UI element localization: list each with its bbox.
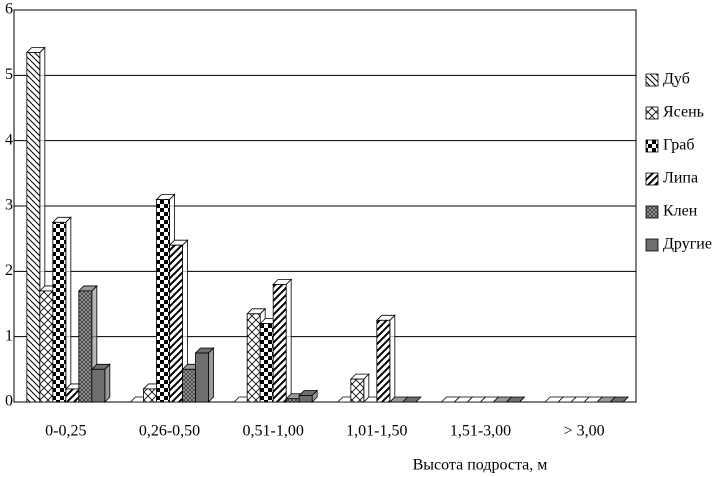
- bar-face: [91, 368, 106, 403]
- bar-face: [609, 396, 630, 403]
- legend-label: Клен: [663, 203, 698, 220]
- y-tick-label: 2: [5, 262, 13, 279]
- bar-face: [143, 388, 157, 403]
- legend-swatch: [645, 139, 659, 153]
- legend-label: Липа: [663, 170, 698, 187]
- bar: [51, 216, 72, 403]
- bar: [375, 314, 396, 403]
- bar-face: [350, 378, 365, 403]
- bar-face: [26, 52, 41, 403]
- legend-swatch: [645, 73, 659, 87]
- x-tick-label: 0,51-1,00: [243, 423, 304, 440]
- bar-face: [401, 396, 422, 403]
- bar-face: [298, 395, 313, 403]
- bar-face: [156, 199, 170, 403]
- bar: [401, 396, 422, 403]
- bar-face: [104, 363, 111, 403]
- bar-face: [182, 368, 196, 403]
- bar-face: [505, 396, 526, 403]
- legend-swatch: [645, 238, 659, 252]
- bar-face: [65, 388, 80, 403]
- y-tick-label: 0: [5, 393, 13, 410]
- legend-label: Ясень: [663, 104, 704, 121]
- y-tick-label: 3: [5, 197, 13, 214]
- bar-face: [39, 290, 54, 403]
- bar-face: [65, 216, 72, 403]
- y-tick-label: 4: [5, 131, 13, 148]
- bar: [194, 347, 215, 403]
- x-tick-label: 1,01-1,50: [346, 423, 407, 440]
- bar-face: [285, 398, 300, 403]
- x-tick-label: 0-0,25: [45, 423, 86, 440]
- bar-face: [285, 278, 292, 403]
- legend-label: Дуб: [663, 71, 690, 88]
- legend-swatch: [645, 205, 659, 219]
- bar: [609, 396, 630, 403]
- bar-face: [272, 283, 287, 403]
- bar: [90, 363, 111, 403]
- y-tick-label: 5: [5, 66, 13, 83]
- y-tick-label: 6: [5, 1, 13, 18]
- bar-face: [376, 319, 391, 403]
- bar: [168, 239, 189, 403]
- bar: [272, 278, 293, 403]
- legend-swatch: [645, 106, 659, 120]
- x-tick-label: > 3,00: [564, 423, 605, 440]
- legend-label: Граб: [663, 137, 694, 154]
- bar-face: [208, 347, 214, 403]
- legend-label: Другие: [663, 236, 712, 253]
- bar-face: [195, 352, 209, 403]
- bar-face: [78, 290, 93, 403]
- x-tick-label: 0,26-0,50: [139, 423, 200, 440]
- bar-face: [52, 221, 67, 403]
- bar-face: [259, 323, 274, 403]
- x-axis-title: Высота подроста, м: [413, 457, 548, 474]
- bar: [505, 396, 526, 403]
- bar: [349, 373, 370, 403]
- bar-face: [389, 314, 396, 403]
- y-tick-label: 1: [5, 327, 13, 344]
- bar-face: [246, 313, 261, 403]
- legend-swatch: [645, 172, 659, 186]
- bar-face: [169, 244, 183, 403]
- x-tick-label: 1,51-3,00: [450, 423, 511, 440]
- bar: [298, 389, 319, 403]
